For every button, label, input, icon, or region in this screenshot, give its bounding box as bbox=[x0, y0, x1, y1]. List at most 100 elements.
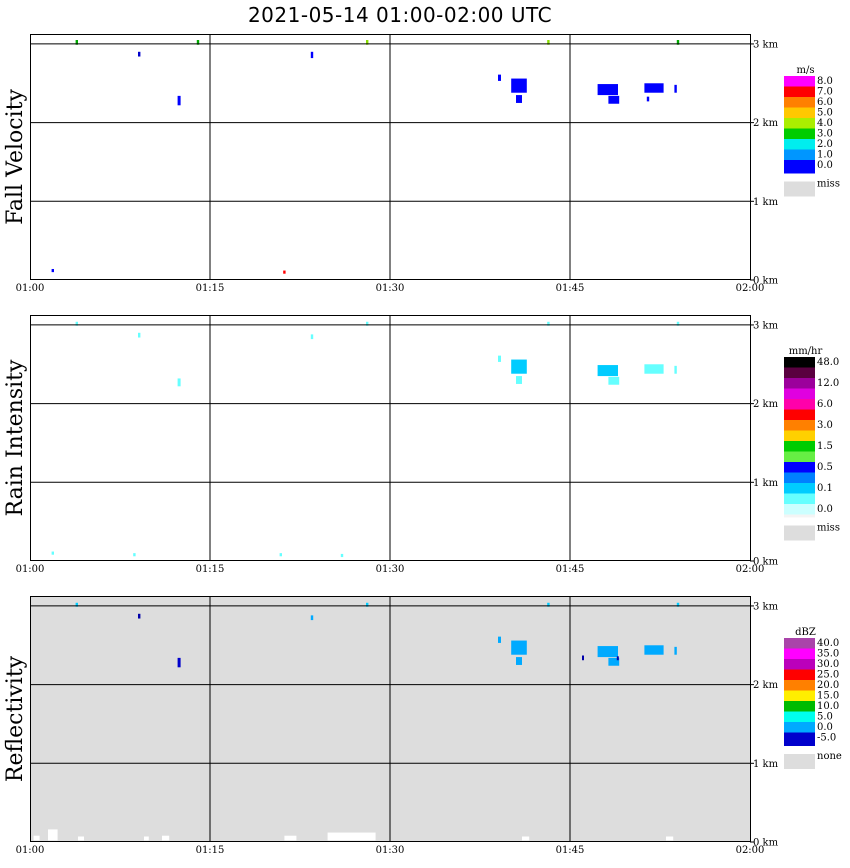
y-tick-label: 3 km bbox=[753, 601, 779, 612]
legend-swatch bbox=[784, 409, 815, 420]
chart-title: 2021-05-14 01:00-02:00 UTC bbox=[247, 3, 553, 27]
plot-frame bbox=[30, 315, 751, 561]
echo-cell bbox=[597, 646, 618, 658]
panel-rain-intensity: 0 km 1 km 2 km 3 km 01:00 01:15 01:30 01:45 02:0… bbox=[3, 315, 840, 575]
y-tick-label: 0 km bbox=[753, 838, 779, 849]
echo-cell bbox=[644, 83, 664, 93]
echo-cell bbox=[75, 321, 78, 326]
echo-cell bbox=[582, 655, 584, 661]
legend-swatch bbox=[784, 107, 815, 118]
plot-frame bbox=[30, 596, 751, 842]
legend-label: 5.0 bbox=[817, 108, 833, 119]
y-tick-label: 1 km bbox=[753, 478, 779, 489]
legend-label: 0.0 bbox=[817, 722, 833, 733]
x-tick-label: 01:00 bbox=[16, 283, 45, 294]
legend-swatch bbox=[784, 504, 815, 515]
legend-swatch bbox=[784, 722, 815, 733]
x-tick-label: 01:45 bbox=[556, 564, 585, 575]
x-tick-label: 01:00 bbox=[16, 845, 45, 856]
legend-label: 40.0 bbox=[817, 638, 839, 649]
echo-cell bbox=[33, 835, 40, 841]
legend-missing-swatch bbox=[784, 525, 815, 541]
plot-frame bbox=[30, 34, 751, 280]
legend-swatch bbox=[784, 149, 815, 160]
x-tick-label: 01:45 bbox=[556, 845, 585, 856]
legend-label: 0.0 bbox=[817, 160, 833, 171]
legend-swatch bbox=[784, 441, 815, 452]
echo-cell bbox=[511, 78, 527, 93]
echo-cell bbox=[284, 835, 297, 841]
echo-cell bbox=[511, 640, 527, 655]
legend-swatch bbox=[784, 648, 815, 659]
echo-cell bbox=[162, 835, 170, 841]
x-tick-label: 01:15 bbox=[196, 283, 225, 294]
echo-cell bbox=[51, 551, 54, 555]
echo-cell bbox=[516, 95, 522, 103]
legend-label: 10.0 bbox=[817, 701, 839, 712]
panel-title: Rain Intensity bbox=[3, 359, 28, 516]
legend-swatch bbox=[784, 97, 815, 108]
legend-swatch bbox=[784, 743, 815, 746]
legend-label: 48.0 bbox=[817, 357, 839, 368]
echo-cell bbox=[279, 553, 282, 557]
echo-cell bbox=[48, 829, 58, 841]
legend-swatch bbox=[784, 690, 815, 701]
legend-swatch bbox=[784, 638, 815, 649]
echo-cell bbox=[666, 836, 674, 841]
echo-cell bbox=[138, 332, 141, 338]
legend-unit: dBZ bbox=[795, 627, 816, 638]
echo-cell bbox=[646, 96, 650, 102]
legend-missing-label: none bbox=[817, 751, 842, 762]
legend-swatch bbox=[784, 430, 815, 441]
echo-cell bbox=[597, 365, 618, 377]
legend-swatch bbox=[784, 399, 815, 410]
x-tick-label: 01:15 bbox=[196, 845, 225, 856]
legend-swatch bbox=[784, 128, 815, 139]
x-tick-label: 01:30 bbox=[376, 845, 405, 856]
legend-label: 2.0 bbox=[817, 139, 833, 150]
echo-cell bbox=[196, 40, 200, 45]
legend-label: 3.0 bbox=[817, 420, 833, 431]
legend-missing-swatch bbox=[784, 754, 815, 769]
legend-swatch bbox=[784, 680, 815, 691]
y-tick-label: 2 km bbox=[753, 680, 779, 691]
legend-label: 20.0 bbox=[817, 680, 839, 691]
echo-cell bbox=[498, 74, 501, 81]
legend-label: 25.0 bbox=[817, 670, 839, 681]
echo-cell bbox=[138, 51, 141, 57]
echo-cell bbox=[616, 656, 619, 661]
legend-label: 3.0 bbox=[817, 129, 833, 140]
legend-swatch bbox=[784, 472, 815, 483]
legend-swatch bbox=[784, 76, 815, 87]
legend-swatch bbox=[784, 388, 815, 399]
echo-cell bbox=[144, 836, 149, 841]
legend-swatch bbox=[784, 139, 815, 150]
echo-cell bbox=[511, 359, 527, 374]
legend-label: 0.0 bbox=[817, 504, 833, 515]
echo-cell bbox=[177, 378, 181, 387]
legend-label: 6.0 bbox=[817, 399, 833, 410]
echo-cell bbox=[516, 376, 522, 384]
echo-cell bbox=[340, 553, 344, 558]
echo-cell bbox=[138, 613, 141, 619]
echo-cell bbox=[676, 602, 680, 607]
legend-swatch bbox=[784, 367, 815, 378]
legend-swatch bbox=[784, 483, 815, 494]
legend-unit: mm/hr bbox=[789, 346, 823, 357]
legend-swatch bbox=[784, 420, 815, 431]
echo-cell bbox=[310, 615, 314, 621]
x-tick-label: 01:45 bbox=[556, 283, 585, 294]
legend-swatch bbox=[784, 170, 815, 174]
echo-cell bbox=[78, 836, 84, 841]
legend-unit: m/s bbox=[797, 65, 815, 76]
legend-label: 4.0 bbox=[817, 118, 833, 129]
legend-label: 30.0 bbox=[817, 659, 839, 670]
echo-cell bbox=[547, 602, 550, 607]
echo-cell bbox=[644, 364, 664, 374]
legend-label: 35.0 bbox=[817, 649, 839, 660]
echo-cell bbox=[366, 602, 369, 607]
x-tick-label: 01:30 bbox=[376, 564, 405, 575]
echo-cell bbox=[498, 636, 501, 643]
legend-label: 1.5 bbox=[817, 441, 833, 452]
